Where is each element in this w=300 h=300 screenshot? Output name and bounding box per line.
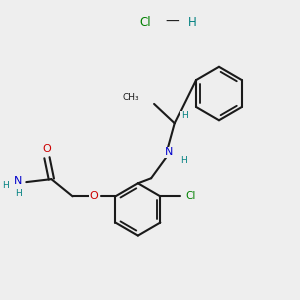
Text: Cl: Cl	[185, 191, 196, 201]
Text: H: H	[15, 189, 21, 198]
Text: H: H	[188, 16, 197, 29]
Text: —: —	[165, 15, 179, 29]
Text: H: H	[181, 111, 188, 120]
Text: CH₃: CH₃	[123, 94, 139, 103]
Text: O: O	[43, 144, 51, 154]
Text: N: N	[14, 176, 22, 186]
Text: Cl: Cl	[140, 16, 151, 29]
Text: H: H	[2, 181, 8, 190]
Text: N: N	[165, 147, 173, 158]
Text: O: O	[90, 191, 98, 201]
Text: H: H	[180, 156, 187, 165]
